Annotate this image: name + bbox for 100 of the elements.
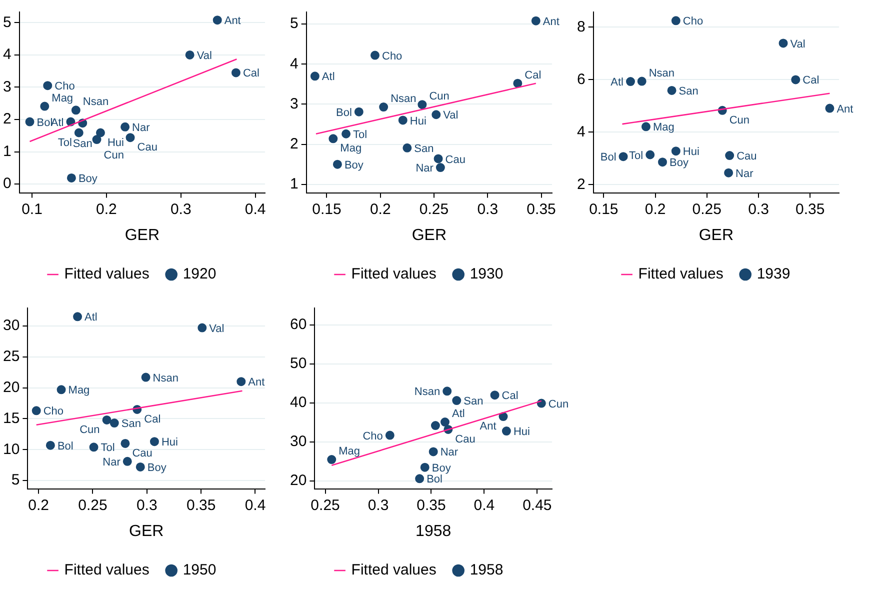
y-tick-label: 20 <box>290 472 307 490</box>
legend-label: Fitted values <box>351 266 436 283</box>
y-tick-label: 10 <box>2 440 20 458</box>
point <box>667 86 676 95</box>
y-tick-label: 2 <box>577 176 586 193</box>
x-axis-title: GER <box>412 226 447 244</box>
data-label: Hui <box>410 115 426 128</box>
point <box>231 68 240 78</box>
legend-label: Fitted values <box>64 266 150 283</box>
data-label: Cal <box>502 390 518 402</box>
data-label: Nsan <box>414 386 440 398</box>
point <box>150 437 159 446</box>
y-tick-label: 40 <box>290 394 307 412</box>
point <box>402 143 412 152</box>
x-tick-label: 0.4 <box>244 496 266 514</box>
point <box>502 426 511 436</box>
data-label: Hui <box>107 136 124 149</box>
x-tick-label: 0.3 <box>748 200 769 218</box>
point <box>136 462 145 472</box>
point <box>327 455 336 464</box>
point <box>641 122 650 132</box>
y-tick-label: 1 <box>290 176 298 193</box>
point <box>452 396 462 406</box>
point <box>791 75 800 84</box>
y-tick-label: 5 <box>290 15 298 32</box>
y-tick-label: 8 <box>577 18 586 36</box>
x-tick-label: 0.4 <box>244 200 266 218</box>
data-label: Cau <box>132 447 152 460</box>
data-label: Cun <box>729 114 750 126</box>
point <box>415 474 424 484</box>
point <box>658 158 667 167</box>
y-tick-label: 4 <box>290 55 298 72</box>
y-tick-label: 30 <box>290 433 307 450</box>
x-axis-title: GER <box>124 226 160 244</box>
data-label: Nar <box>440 446 458 459</box>
x-tick-label: 0.25 <box>692 200 722 218</box>
data-label: Atl <box>84 312 98 324</box>
data-label: Boy <box>147 462 167 474</box>
x-tick-label: 0.1 <box>22 200 42 218</box>
data-label: Ant <box>542 16 560 28</box>
data-label: Cho <box>382 50 402 62</box>
data-label: Cau <box>445 154 466 166</box>
point <box>310 72 320 81</box>
data-label: Boy <box>78 172 98 185</box>
point <box>40 102 50 111</box>
y-tick-label: 25 <box>2 348 20 366</box>
legend-label: 1939 <box>756 266 790 283</box>
point <box>370 50 380 60</box>
y-tick-label: 6 <box>577 70 586 88</box>
y-tick-label: 60 <box>290 316 307 333</box>
x-tick-label: 0.2 <box>644 200 666 218</box>
x-tick-label: 0.15 <box>589 200 618 218</box>
point <box>398 116 408 125</box>
data-label: Boy <box>432 462 452 474</box>
y-tick-label: 2 <box>290 135 298 152</box>
point <box>490 390 500 400</box>
data-label: Boy <box>670 157 689 170</box>
y-tick-label: 4 <box>3 46 12 64</box>
point <box>626 77 635 86</box>
data-label: Cau <box>455 433 476 446</box>
point <box>420 462 430 472</box>
point <box>442 386 452 396</box>
x-tick-label: 0.3 <box>136 496 158 514</box>
point <box>618 152 628 162</box>
data-label: Mag <box>340 142 362 155</box>
x-tick-label: 0.25 <box>419 200 449 218</box>
data-label: Atl <box>322 71 335 84</box>
legend-label: Fitted values <box>638 266 724 283</box>
data-label: Val <box>196 50 212 62</box>
x-tick-label: 0.35 <box>186 496 216 514</box>
x-tick-label: 0.25 <box>78 496 108 514</box>
data-label: Tol <box>100 442 115 454</box>
x-tick-label: 0.15 <box>312 200 342 218</box>
x-tick-label: 0.35 <box>416 496 446 514</box>
data-label: Mag <box>52 92 74 104</box>
point <box>434 154 443 164</box>
data-label: Cho <box>362 430 383 442</box>
data-label: Mag <box>68 384 90 397</box>
point <box>385 430 394 440</box>
data-label: Cal <box>524 69 542 82</box>
data-label: Tol <box>629 150 644 162</box>
data-label: Ant <box>224 15 241 28</box>
data-label: Hui <box>682 146 700 158</box>
data-label: Cho <box>43 406 64 418</box>
point <box>725 151 734 160</box>
data-label: Atl <box>50 116 64 129</box>
point <box>825 104 834 113</box>
data-label: Nar <box>416 162 434 175</box>
x-tick-label: 0.35 <box>796 200 825 218</box>
point <box>102 415 112 424</box>
point <box>66 173 76 182</box>
y-tick-label: 15 <box>2 410 20 427</box>
data-label: Ant <box>836 103 854 116</box>
y-tick-label: 20 <box>2 378 20 396</box>
y-tick-label: 3 <box>290 95 298 112</box>
legend-label: 1930 <box>470 266 504 283</box>
data-label: Hui <box>161 436 178 449</box>
y-tick-label: 4 <box>577 123 586 140</box>
point <box>671 146 680 156</box>
point <box>73 312 82 322</box>
